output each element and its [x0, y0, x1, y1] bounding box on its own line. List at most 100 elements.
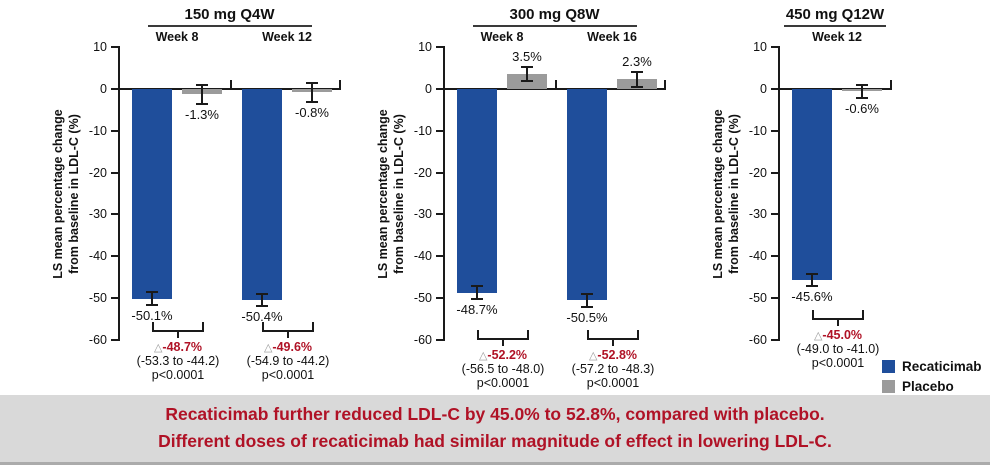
y-tick-label: -10 — [88, 123, 107, 138]
error-bar-cap-bottom — [856, 97, 868, 100]
error-bar-placebo — [636, 71, 638, 87]
placebo-swatch-icon — [882, 380, 895, 393]
y-tick — [436, 297, 444, 300]
bar-recaticimab — [457, 88, 497, 293]
y-tick — [771, 255, 779, 258]
error-bar-cap-bottom — [471, 297, 483, 300]
caption-line-1: Recaticimab further reduced LDL-C by 45.… — [165, 404, 825, 424]
p-value-label: p<0.0001 — [811, 356, 865, 370]
value-label-recaticimab: -48.7% — [456, 301, 498, 317]
error-bar-cap-bottom — [256, 305, 268, 308]
delta-label: △-45.0% — [768, 328, 908, 343]
value-label-recaticimab: -50.5% — [566, 309, 608, 325]
bar-recaticimab — [132, 88, 172, 299]
confidence-interval-label: (-54.9 to -44.2) — [246, 354, 330, 368]
y-tick-label: -10 — [413, 123, 432, 138]
y-axis — [118, 46, 120, 341]
y-axis-label-line2: from baseline in LDL-C (%) — [67, 114, 81, 274]
bar-recaticimab — [792, 88, 832, 280]
delta-bracket-center-tick — [612, 340, 614, 346]
y-tick — [771, 339, 779, 341]
y-tick-label: 10 — [93, 40, 107, 54]
y-tick — [111, 213, 119, 216]
recaticimab-swatch-icon — [882, 360, 895, 373]
y-tick — [111, 255, 119, 258]
panel-title: 150 mg Q4W — [147, 6, 312, 27]
zero-baseline — [120, 87, 341, 90]
y-tick-label: -50 — [88, 291, 107, 306]
y-tick-label: -20 — [413, 165, 432, 180]
error-bar-recaticimab — [476, 286, 478, 299]
y-tick-label: 0 — [100, 81, 107, 96]
confidence-interval-label: (-53.3 to -44.2) — [136, 354, 220, 368]
value-label-recaticimab: -50.1% — [131, 307, 173, 323]
baseline-end-tick — [339, 79, 341, 88]
bar-recaticimab — [567, 88, 607, 301]
y-axis — [778, 46, 780, 341]
delta-bracket-right-tick — [202, 322, 204, 330]
y-axis-label-line2: from baseline in LDL-C (%) — [727, 114, 741, 274]
y-tick-label: 10 — [418, 40, 432, 54]
y-axis-label: LS mean percentage change from baseline i… — [50, 44, 86, 344]
delta-bracket — [262, 330, 314, 332]
delta-value: -49.6% — [272, 340, 313, 354]
y-tick — [111, 129, 119, 132]
value-label-recaticimab: -50.4% — [241, 309, 283, 325]
error-bar-recaticimab — [811, 273, 813, 286]
y-axis-label: LS mean percentage change from baseline i… — [710, 44, 746, 344]
delta-triangle-icon: △ — [813, 330, 823, 342]
y-axis-label-line1: LS mean percentage change — [376, 109, 390, 279]
error-bar-placebo — [861, 84, 863, 99]
value-label-placebo: 2.3% — [622, 53, 652, 69]
week-label: Week 8 — [480, 30, 524, 44]
week-label: Week 16 — [587, 30, 637, 44]
bar-recaticimab — [242, 88, 282, 300]
error-bar-cap-top — [631, 70, 643, 73]
week-label: Week 12 — [262, 30, 312, 44]
y-tick-label: -30 — [88, 207, 107, 222]
y-axis-label: LS mean percentage change from baseline i… — [375, 44, 411, 344]
error-bar-placebo — [201, 84, 203, 104]
y-tick — [771, 46, 779, 48]
zero-baseline — [445, 87, 666, 90]
week-label: Week 8 — [155, 30, 199, 44]
y-tick-label: -20 — [88, 165, 107, 180]
delta-bracket-left-tick — [812, 310, 814, 318]
value-label-placebo: 3.5% — [512, 49, 542, 65]
week-label: Week 12 — [812, 30, 862, 44]
delta-bracket-right-tick — [312, 322, 314, 330]
y-tick — [436, 87, 444, 90]
error-bar-cap-top — [256, 292, 268, 295]
y-tick-label: -40 — [413, 249, 432, 264]
delta-bracket — [152, 330, 204, 332]
y-tick — [771, 171, 779, 174]
p-value-label: p<0.0001 — [261, 368, 315, 382]
y-tick-label: -60 — [748, 333, 767, 347]
error-bar-cap-bottom — [581, 305, 593, 308]
caption-banner: Recaticimab further reduced LDL-C by 45.… — [0, 395, 990, 465]
y-tick — [111, 46, 119, 48]
y-tick — [436, 213, 444, 216]
error-bar-cap-top — [806, 272, 818, 275]
value-label-placebo: -0.8% — [295, 104, 329, 120]
delta-triangle-icon: △ — [153, 342, 163, 354]
delta-bracket-left-tick — [262, 322, 264, 330]
y-tick — [771, 213, 779, 216]
delta-bracket-right-tick — [527, 330, 529, 338]
delta-triangle-icon: △ — [478, 350, 488, 362]
y-tick — [436, 255, 444, 258]
y-axis — [443, 46, 445, 341]
y-axis-label-line1: LS mean percentage change — [711, 109, 725, 279]
delta-bracket-left-tick — [152, 322, 154, 330]
panel-title: 450 mg Q12W — [784, 6, 886, 27]
error-bar-cap-top — [146, 291, 158, 294]
y-axis-label-line1: LS mean percentage change — [51, 109, 65, 279]
y-tick-label: 0 — [425, 81, 432, 96]
baseline-end-tick — [664, 79, 666, 88]
confidence-interval-label: (-49.0 to -41.0) — [796, 342, 880, 356]
error-bar-cap-bottom — [146, 303, 158, 306]
error-bar-cap-top — [856, 83, 868, 86]
delta-triangle-icon: △ — [588, 350, 598, 362]
delta-label: △-49.6% — [218, 340, 358, 355]
